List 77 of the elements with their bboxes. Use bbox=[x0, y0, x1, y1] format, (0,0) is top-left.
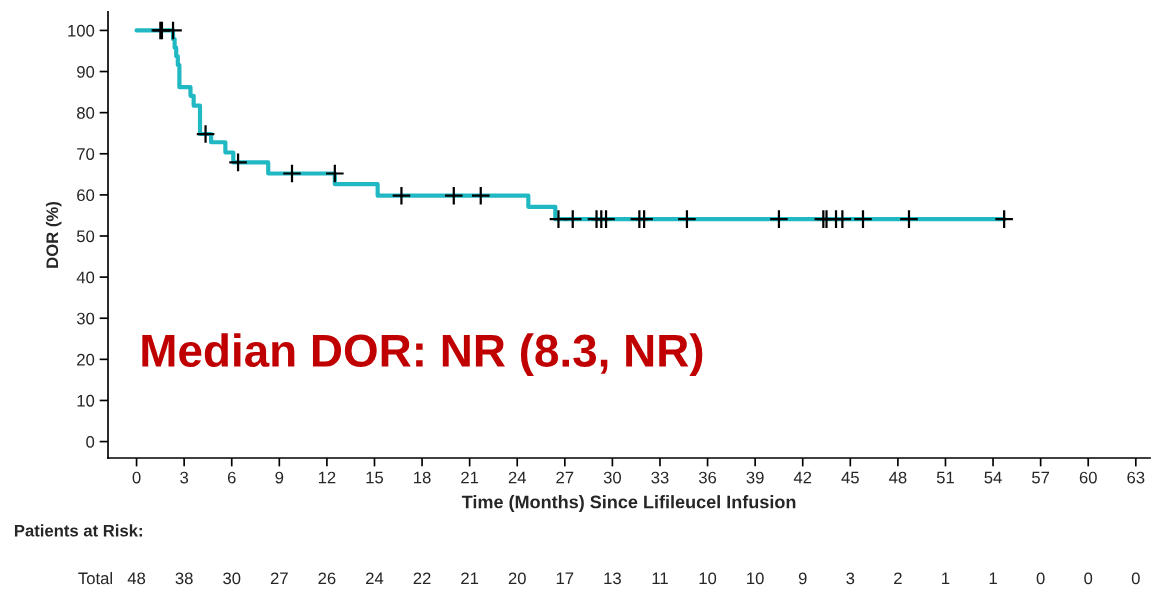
text: 0 bbox=[1131, 572, 1140, 585]
text: 27 bbox=[270, 572, 288, 585]
text: 10 bbox=[747, 572, 764, 585]
y-tick-label: 80 bbox=[77, 107, 95, 119]
x-tick-label: 54 bbox=[984, 471, 1002, 484]
text: 9 bbox=[798, 572, 807, 585]
text: 1 bbox=[942, 572, 950, 585]
text: 0 bbox=[1036, 572, 1045, 585]
point bbox=[443, 185, 464, 206]
x-tick-label: 9 bbox=[275, 471, 284, 484]
text: 38 bbox=[175, 572, 193, 585]
x-tick-label: 15 bbox=[366, 471, 384, 484]
y-tick-label: 90 bbox=[77, 65, 95, 78]
text: Total bbox=[78, 572, 112, 585]
y-tick-label: 100 bbox=[68, 24, 95, 37]
text: 17 bbox=[556, 572, 574, 585]
text: 48 bbox=[127, 572, 146, 585]
point bbox=[195, 124, 216, 144]
x-tick-label: 30 bbox=[603, 471, 622, 484]
point bbox=[994, 209, 1015, 230]
y-tick-label: 50 bbox=[76, 230, 95, 243]
y-tick-label: 70 bbox=[77, 148, 95, 160]
point bbox=[853, 209, 873, 230]
point bbox=[832, 209, 853, 230]
y-tick-label: 20 bbox=[77, 353, 95, 366]
text: 20 bbox=[508, 572, 526, 585]
x-tick-label: 6 bbox=[227, 471, 236, 484]
text: 13 bbox=[604, 572, 621, 585]
point bbox=[163, 20, 183, 41]
text: 21 bbox=[461, 572, 479, 585]
x-tick-label: 60 bbox=[1079, 471, 1097, 484]
text: 30 bbox=[223, 572, 241, 585]
point bbox=[634, 209, 655, 230]
point bbox=[324, 163, 345, 184]
x-tick-label: 33 bbox=[651, 471, 669, 484]
x-tick-label: 51 bbox=[936, 471, 954, 484]
x-tick-label: 21 bbox=[461, 471, 479, 484]
x-axis-title: Time (Months) Since Lifileucel Infusion bbox=[461, 495, 796, 512]
point bbox=[562, 209, 583, 230]
y-tick-label: 40 bbox=[76, 271, 95, 284]
y-tick-label: 60 bbox=[77, 189, 95, 202]
text: 1 bbox=[989, 572, 997, 585]
x-tick-label: 3 bbox=[180, 471, 189, 484]
text: Patients at Risk: bbox=[14, 524, 142, 537]
x-tick-label: 63 bbox=[1127, 471, 1145, 484]
point bbox=[228, 152, 248, 173]
point bbox=[769, 209, 789, 230]
y-tick-label: 10 bbox=[77, 394, 95, 407]
text: 24 bbox=[366, 572, 384, 585]
x-tick-label: 48 bbox=[889, 471, 907, 484]
point bbox=[596, 209, 616, 230]
x-tick-label: 45 bbox=[841, 471, 859, 484]
point bbox=[282, 163, 302, 184]
x-tick-label: 36 bbox=[698, 471, 717, 484]
x-tick-label: 57 bbox=[1032, 471, 1050, 484]
point bbox=[470, 185, 491, 206]
text: 11 bbox=[652, 572, 668, 585]
text: 22 bbox=[413, 572, 431, 585]
text: 2 bbox=[894, 572, 902, 585]
point bbox=[899, 209, 919, 230]
y-axis-title: DOR (%) bbox=[45, 202, 62, 268]
x-tick-label: 39 bbox=[746, 471, 764, 484]
text: 10 bbox=[699, 572, 717, 585]
x-tick-label: 24 bbox=[508, 471, 527, 484]
y-tick-label: 30 bbox=[76, 312, 95, 325]
text: 3 bbox=[846, 572, 855, 585]
y-tick-label: 0 bbox=[86, 435, 95, 448]
x-tick-label: 42 bbox=[793, 471, 812, 484]
x-tick-label: 0 bbox=[132, 471, 141, 484]
x-tick-label: 27 bbox=[556, 471, 574, 484]
x-tick-label: 18 bbox=[414, 471, 431, 484]
point bbox=[391, 185, 412, 206]
point bbox=[677, 209, 697, 230]
text: 0 bbox=[1084, 572, 1093, 585]
text: 26 bbox=[318, 572, 336, 585]
x-tick-label: 12 bbox=[318, 471, 336, 484]
annotation: Median DOR: NR (8.3, NR) bbox=[142, 333, 703, 377]
